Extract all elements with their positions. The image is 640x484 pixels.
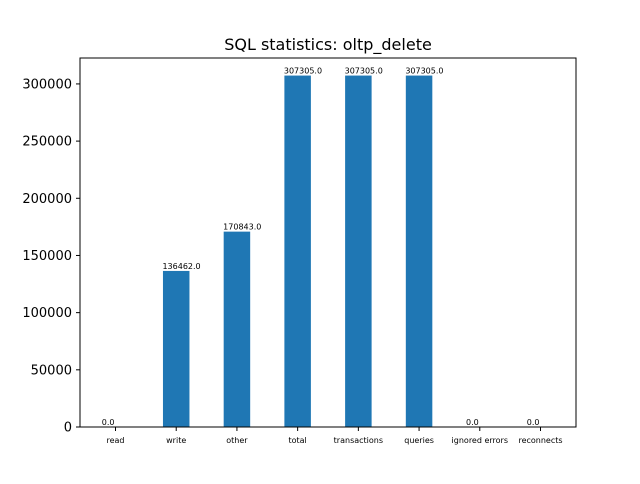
y-tick-label: 100000 — [22, 306, 72, 321]
x-tick-label: read — [106, 436, 124, 445]
bar-transactions — [345, 75, 372, 427]
data-label: 170843.0 — [223, 223, 261, 232]
chart-title: SQL statistics: oltp_delete — [224, 35, 432, 55]
bars-layer — [162, 75, 433, 427]
data-label: 0.0 — [102, 418, 115, 427]
bar-write — [162, 270, 190, 427]
bar-total — [284, 75, 311, 427]
data-label: 0.0 — [527, 418, 540, 427]
bar-queries — [405, 75, 433, 427]
y-tick-label: 0 — [64, 421, 72, 436]
x-tick-label: ignored errors — [452, 436, 508, 445]
bar-other — [223, 231, 251, 427]
data-label: 136462.0 — [162, 262, 200, 271]
bar-labels-layer: 0.0 136462.0 170843.0 307305.0 307305.0 30730… — [102, 67, 540, 427]
y-axis: 0 50000 100000 150000 200000 250000 300000 — [22, 77, 80, 436]
x-tick-label: queries — [404, 436, 434, 445]
data-label: 307305.0 — [345, 67, 383, 76]
x-tick-label: total — [288, 436, 306, 445]
x-tick-label: other — [226, 436, 248, 445]
x-axis: read write other total transactions queries ig… — [106, 427, 563, 445]
x-tick-label: transactions — [334, 436, 383, 445]
y-tick-label: 150000 — [22, 249, 72, 264]
plot-frame — [79, 57, 577, 428]
y-tick-label: 250000 — [22, 135, 72, 150]
y-tick-label: 300000 — [22, 77, 72, 92]
y-tick-label: 200000 — [22, 192, 72, 207]
x-tick-label: reconnects — [518, 436, 562, 445]
y-tick-label: 50000 — [31, 363, 72, 378]
data-label: 307305.0 — [405, 67, 443, 76]
data-label: 0.0 — [466, 418, 479, 427]
x-tick-label: write — [166, 436, 186, 445]
data-label: 307305.0 — [284, 67, 322, 76]
